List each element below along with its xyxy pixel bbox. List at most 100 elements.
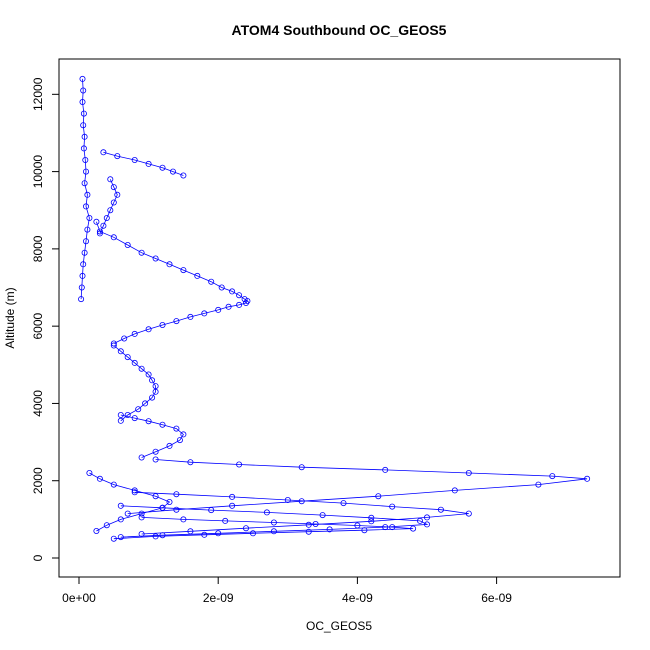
data-point — [305, 528, 312, 535]
data-point — [159, 504, 166, 511]
data-point — [83, 168, 90, 175]
data-point — [138, 531, 145, 538]
data-point — [149, 394, 156, 401]
data-point — [110, 340, 117, 347]
data-point — [83, 238, 90, 245]
data-point — [354, 522, 361, 529]
data-point — [103, 214, 110, 221]
data-point — [100, 222, 107, 229]
data-point — [194, 272, 201, 279]
data-point — [249, 530, 256, 537]
data-point — [83, 203, 90, 210]
data-point — [110, 199, 117, 206]
data-point — [84, 226, 91, 233]
x-tick-label: 0e+00 — [62, 591, 96, 605]
data-point — [270, 528, 277, 535]
data-point — [166, 261, 173, 268]
data-point — [263, 509, 270, 516]
data-point — [465, 469, 472, 476]
data-point — [117, 411, 124, 418]
data-point — [180, 516, 187, 523]
data-point — [173, 318, 180, 325]
data-point — [229, 493, 236, 500]
x-tick-label: 6e-09 — [481, 591, 512, 605]
data-point — [152, 533, 159, 540]
data-point — [201, 310, 208, 317]
data-point — [236, 301, 243, 308]
data-point — [138, 514, 145, 521]
data-point — [159, 532, 166, 539]
data-point — [80, 145, 87, 152]
data-point — [121, 335, 128, 342]
data-point — [173, 425, 180, 432]
data-point — [159, 321, 166, 328]
data-point — [114, 153, 121, 160]
data-series — [78, 75, 591, 542]
y-tick-label: 6000 — [31, 312, 45, 339]
data-point — [80, 87, 87, 94]
data-point — [82, 156, 89, 163]
series-line — [89, 472, 171, 532]
data-point — [124, 354, 131, 361]
data-point — [96, 475, 103, 482]
data-point — [535, 481, 542, 488]
data-point — [152, 448, 159, 455]
data-point — [173, 506, 180, 513]
data-point — [103, 522, 110, 529]
data-point — [236, 292, 243, 299]
data-point — [187, 313, 194, 320]
series-line — [120, 505, 429, 538]
data-point — [131, 359, 138, 366]
data-point — [145, 326, 152, 333]
data-point — [382, 466, 389, 473]
data-point — [236, 461, 243, 468]
data-point — [229, 502, 236, 509]
data-point — [187, 459, 194, 466]
plot-frame — [58, 58, 621, 578]
data-point — [375, 493, 382, 500]
series-line — [96, 221, 248, 344]
data-point — [159, 421, 166, 428]
data-point — [416, 517, 423, 524]
data-point — [152, 388, 159, 395]
series-line — [80, 78, 90, 300]
data-point — [79, 75, 86, 82]
data-point — [78, 284, 85, 291]
data-point — [145, 371, 152, 378]
data-point — [110, 342, 117, 349]
series-line — [113, 517, 414, 540]
data-point — [208, 507, 215, 514]
data-point — [86, 214, 93, 221]
data-point — [159, 164, 166, 171]
data-point — [79, 272, 86, 279]
data-point — [584, 475, 591, 482]
data-point — [389, 503, 396, 510]
data-point — [81, 249, 88, 256]
data-point — [124, 510, 131, 517]
data-point — [110, 234, 117, 241]
series-line — [127, 459, 588, 514]
data-point — [145, 160, 152, 167]
data-point — [100, 149, 107, 156]
data-point — [138, 454, 145, 461]
data-point — [465, 510, 472, 517]
data-point — [114, 191, 121, 198]
series-line — [113, 345, 157, 422]
y-tick-label: 4000 — [31, 390, 45, 417]
data-point — [81, 180, 88, 187]
data-point — [80, 261, 87, 268]
data-point — [110, 481, 117, 488]
data-point — [340, 500, 347, 507]
data-point — [169, 168, 176, 175]
data-point — [389, 524, 396, 531]
data-point — [145, 418, 152, 425]
data-point — [305, 521, 312, 528]
data-point — [201, 531, 208, 538]
series-line — [120, 414, 184, 458]
data-point — [107, 207, 114, 214]
data-point — [368, 518, 375, 525]
data-point — [215, 306, 222, 313]
data-point — [131, 156, 138, 163]
data-point — [312, 521, 319, 528]
